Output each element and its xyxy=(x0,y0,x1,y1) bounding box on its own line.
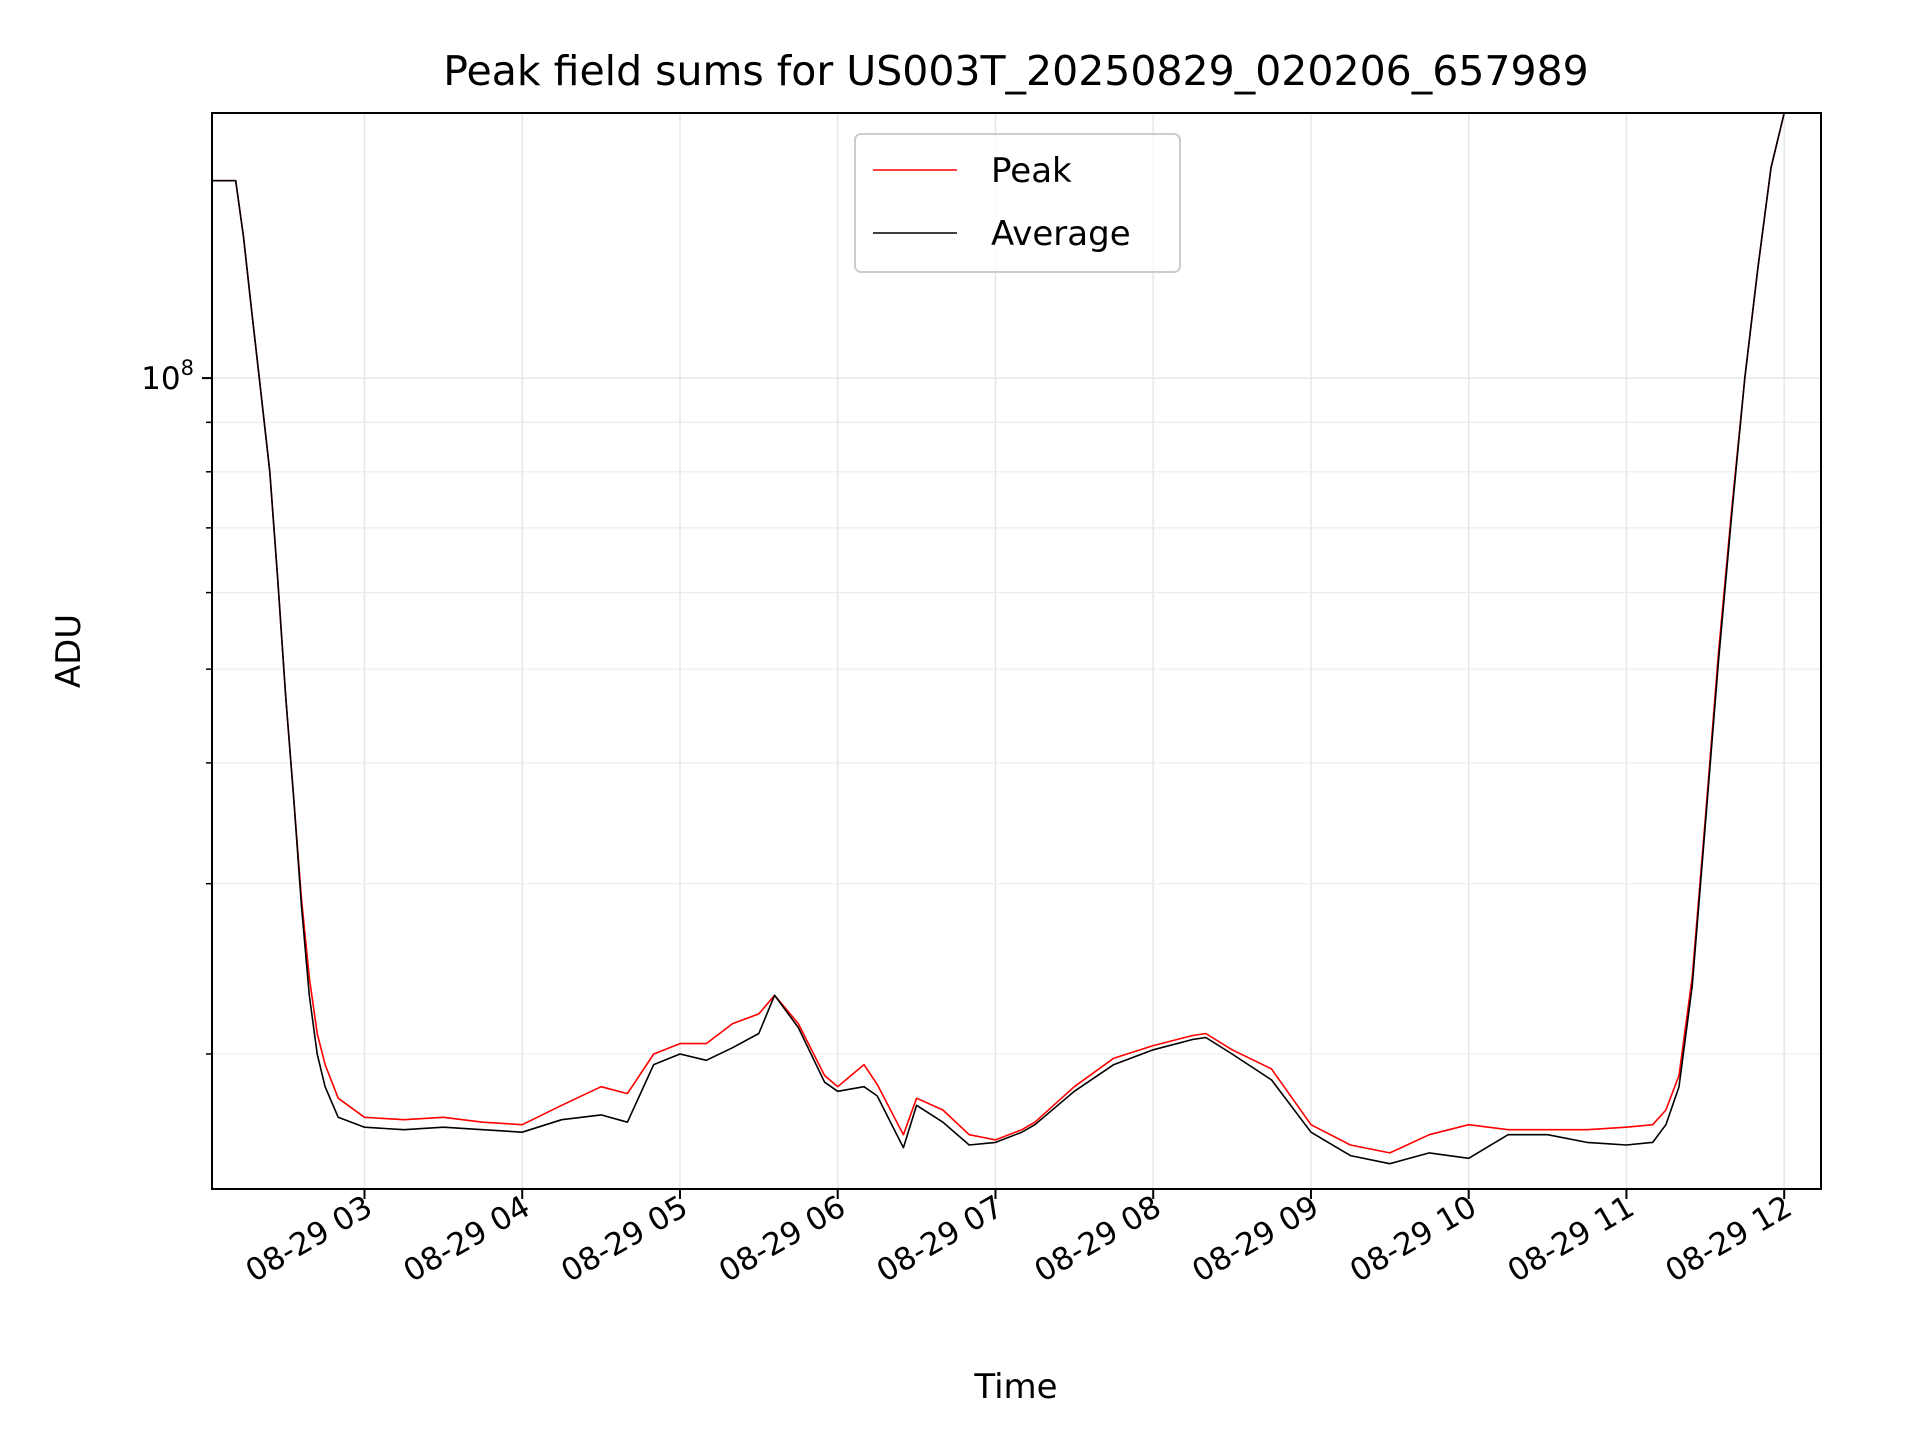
plot-frame xyxy=(211,112,1822,1190)
y-axis-label: ADU xyxy=(49,614,89,688)
legend-label-average: Average xyxy=(991,214,1131,254)
series-line-average xyxy=(212,112,1785,1165)
chart-title: Peak field sums for US003T_20250829_0202… xyxy=(443,47,1589,95)
y-tick-exponent: 8 xyxy=(181,356,194,380)
plot-series xyxy=(212,112,1785,1165)
legend: Peak Average xyxy=(854,133,1181,273)
x-axis-label: Time xyxy=(973,1367,1057,1407)
y-tick-label: 108 xyxy=(141,356,194,397)
grid xyxy=(212,113,1821,1189)
legend-box xyxy=(854,133,1181,273)
y-tick-base: 10 xyxy=(141,361,180,397)
legend-label-peak: Peak xyxy=(991,151,1072,191)
